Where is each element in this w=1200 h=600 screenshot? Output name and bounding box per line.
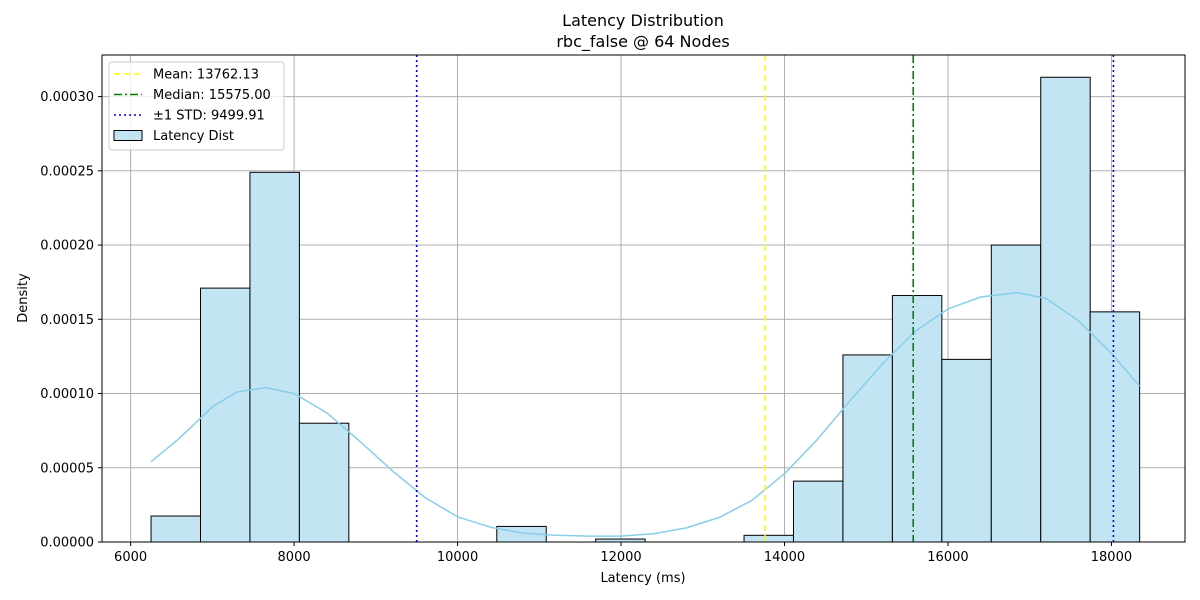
x-tick-label: 16000	[927, 550, 968, 565]
legend-label: ±1 STD: 9499.91	[153, 109, 265, 124]
y-tick-label: 0.00015	[40, 313, 94, 328]
x-tick-label: 18000	[1091, 550, 1132, 565]
histogram-bar	[792, 480, 844, 543]
legend-item-mean: Mean: 13762.13	[114, 68, 259, 83]
legend-item-latency-dist: Latency Dist	[113, 129, 234, 144]
legend-label: Mean: 13762.13	[153, 68, 259, 83]
y-axis-label: Density	[16, 273, 31, 323]
histogram-bar	[249, 171, 300, 543]
chart-title: Latency Distribution	[562, 11, 724, 30]
legend-swatch	[113, 130, 143, 141]
x-axis-ticks: 6000 8000 10000 12000 14000 16000 18000	[114, 542, 1132, 565]
histogram-bar	[199, 287, 251, 543]
y-tick-label: 0.00030	[40, 90, 94, 105]
plot-frame	[101, 54, 1186, 543]
y-tick-label: 0.00010	[40, 387, 94, 402]
histogram-bar	[1040, 76, 1091, 543]
y-tick-label: 0.00025	[40, 164, 94, 179]
x-tick-label: 14000	[764, 550, 805, 565]
x-tick-label: 12000	[600, 550, 641, 565]
legend-box	[108, 61, 285, 151]
y-axis-ticks: 0.00000 0.00005 0.00010 0.00015 0.00020 0.000…	[40, 90, 102, 551]
legend-label: Median: 15575.00	[153, 88, 271, 103]
histogram-bar	[743, 534, 794, 543]
y-tick-label: 0.00005	[40, 461, 94, 476]
histogram-bar	[941, 358, 992, 543]
legend-item-median: Median: 15575.00	[114, 88, 271, 103]
x-axis-label: Latency (ms)	[600, 571, 685, 586]
kde-curve	[150, 291, 1141, 537]
histogram-bar	[150, 515, 201, 543]
histogram-bar	[1089, 311, 1141, 543]
chart-subtitle: rbc_false @ 64 Nodes	[556, 32, 729, 52]
histogram-bar	[298, 422, 350, 543]
histogram-bar	[842, 354, 893, 543]
x-tick-label: 10000	[437, 550, 478, 565]
x-tick-label: 6000	[114, 550, 147, 565]
legend: Mean: 13762.13 Median: 15575.00 ±1 STD: 94…	[108, 61, 285, 151]
histogram-bar	[990, 244, 1042, 543]
reference-lines	[415, 55, 1115, 542]
x-tick-label: 8000	[278, 550, 311, 565]
y-tick-label: 0.00020	[40, 239, 94, 254]
legend-label: Latency Dist	[153, 129, 234, 144]
histogram-bar	[891, 295, 943, 543]
y-tick-label: 0.00000	[40, 536, 94, 551]
legend-item-std: ±1 STD: 9499.91	[114, 109, 265, 124]
histogram-bars	[150, 76, 1141, 543]
